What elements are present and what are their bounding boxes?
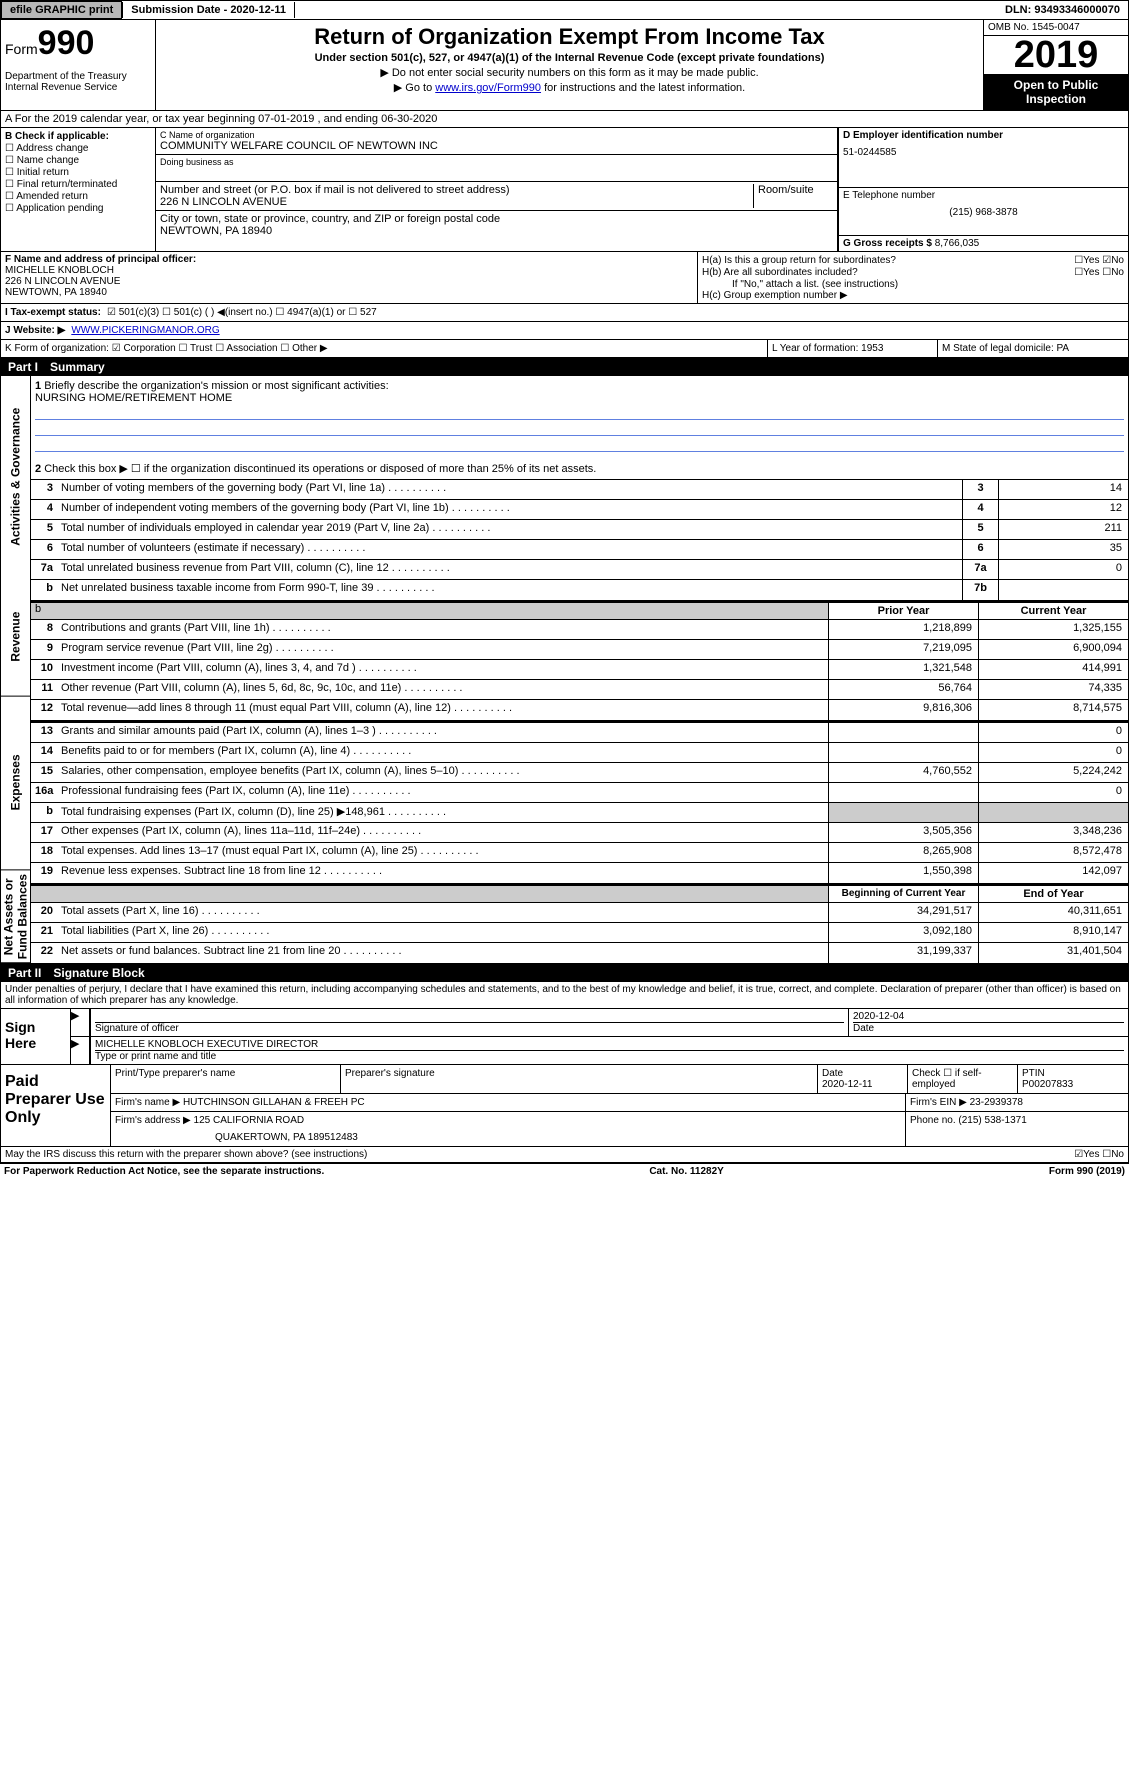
summary-row: 4 Number of independent voting members o…: [31, 500, 1128, 520]
summary-row: 3 Number of voting members of the govern…: [31, 480, 1128, 500]
note-ssn: ▶ Do not enter social security numbers o…: [160, 66, 979, 79]
city-box: City or town, state or province, country…: [156, 211, 837, 239]
section-f-h: F Name and address of principal officer:…: [0, 252, 1129, 304]
klm-row: K Form of organization: ☑ Corporation ☐ …: [0, 340, 1129, 358]
org-name-box: C Name of organization COMMUNITY WELFARE…: [156, 128, 837, 155]
summary-row: 17 Other expenses (Part IX, column (A), …: [31, 823, 1128, 843]
summary-row: 11 Other revenue (Part VIII, column (A),…: [31, 680, 1128, 700]
submission-date: Submission Date - 2020-12-11: [122, 2, 295, 18]
summary-row: 20 Total assets (Part X, line 16) 34,291…: [31, 903, 1128, 923]
sign-here-block: Sign Here ▶ Signature of officer 2020-12…: [0, 1009, 1129, 1065]
irs-link[interactable]: www.irs.gov/Form990: [435, 82, 541, 94]
department: Department of the Treasury Internal Reve…: [5, 71, 151, 93]
summary-row: 19 Revenue less expenses. Subtract line …: [31, 863, 1128, 883]
vertical-tabs: Activities & Governance Revenue Expenses…: [1, 376, 31, 963]
form-title: Return of Organization Exempt From Incom…: [160, 24, 979, 50]
summary-row: 9 Program service revenue (Part VIII, li…: [31, 640, 1128, 660]
dln: DLN: 93493346000070: [997, 2, 1128, 18]
form-number: Form990: [5, 24, 151, 63]
form-header: Form990 Department of the Treasury Inter…: [0, 20, 1129, 111]
group-return: H(a) Is this a group return for subordin…: [698, 252, 1128, 303]
arrow-icon: ▶: [71, 1037, 91, 1064]
website-row: J Website: ▶ WWW.PICKERINGMANOR.ORG: [0, 322, 1129, 340]
efile-print-button[interactable]: efile GRAPHIC print: [1, 1, 122, 19]
summary-row: 21 Total liabilities (Part X, line 26) 3…: [31, 923, 1128, 943]
summary-row: b Net unrelated business taxable income …: [31, 580, 1128, 600]
summary-row: 16a Professional fundraising fees (Part …: [31, 783, 1128, 803]
top-bar: efile GRAPHIC print Submission Date - 20…: [0, 0, 1129, 20]
footer: For Paperwork Reduction Act Notice, see …: [0, 1163, 1129, 1179]
summary-row: 14 Benefits paid to or for members (Part…: [31, 743, 1128, 763]
paid-preparer-block: Paid Preparer Use Only Print/Type prepar…: [0, 1065, 1129, 1147]
summary-row: 18 Total expenses. Add lines 13–17 (must…: [31, 843, 1128, 863]
summary-row: 7a Total unrelated business revenue from…: [31, 560, 1128, 580]
summary-row: b Total fundraising expenses (Part IX, c…: [31, 803, 1128, 823]
note-link: ▶ Go to www.irs.gov/Form990 for instruct…: [160, 81, 979, 94]
part-2-header: Part II Signature Block: [0, 964, 1129, 982]
summary-row: 22 Net assets or fund balances. Subtract…: [31, 943, 1128, 963]
perjury-statement: Under penalties of perjury, I declare th…: [0, 982, 1129, 1009]
column-b-checkboxes: B Check if applicable: ☐ Address change …: [1, 128, 156, 251]
principal-officer: F Name and address of principal officer:…: [1, 252, 698, 303]
tax-year: 2019: [984, 36, 1128, 74]
gross-receipts: G Gross receipts $ 8,766,035: [839, 236, 1128, 251]
mission-box: 1 Briefly describe the organization's mi…: [31, 376, 1128, 480]
tax-exempt-status: I Tax-exempt status: ☑ 501(c)(3) ☐ 501(c…: [0, 304, 1129, 322]
summary-row: 8 Contributions and grants (Part VIII, l…: [31, 620, 1128, 640]
summary-row: 12 Total revenue—add lines 8 through 11 …: [31, 700, 1128, 720]
dba-box: Doing business as: [156, 155, 837, 182]
summary-table: Activities & Governance Revenue Expenses…: [0, 376, 1129, 964]
arrow-icon: ▶: [71, 1009, 91, 1036]
form-subtitle: Under section 501(c), 527, or 4947(a)(1)…: [160, 52, 979, 64]
ein-box: D Employer identification number 51-0244…: [839, 128, 1128, 188]
summary-row: 10 Investment income (Part VIII, column …: [31, 660, 1128, 680]
summary-row: 5 Total number of individuals employed i…: [31, 520, 1128, 540]
open-to-public: Open to Public Inspection: [984, 74, 1128, 110]
summary-row: 13 Grants and similar amounts paid (Part…: [31, 723, 1128, 743]
discuss-row: May the IRS discuss this return with the…: [0, 1147, 1129, 1163]
part-1-header: Part I Summary: [0, 358, 1129, 376]
website-link[interactable]: WWW.PICKERINGMANOR.ORG: [71, 325, 219, 336]
year-header: b Prior Year Current Year: [31, 600, 1128, 620]
telephone-box: E Telephone number (215) 968-3878: [839, 188, 1128, 236]
balance-header: Beginning of Current Year End of Year: [31, 883, 1128, 903]
summary-row: 6 Total number of volunteers (estimate i…: [31, 540, 1128, 560]
street-box: Number and street (or P.O. box if mail i…: [156, 182, 837, 211]
summary-row: 15 Salaries, other compensation, employe…: [31, 763, 1128, 783]
section-b-through-g: B Check if applicable: ☐ Address change …: [0, 128, 1129, 252]
line-a-tax-year: A For the 2019 calendar year, or tax yea…: [0, 111, 1129, 128]
